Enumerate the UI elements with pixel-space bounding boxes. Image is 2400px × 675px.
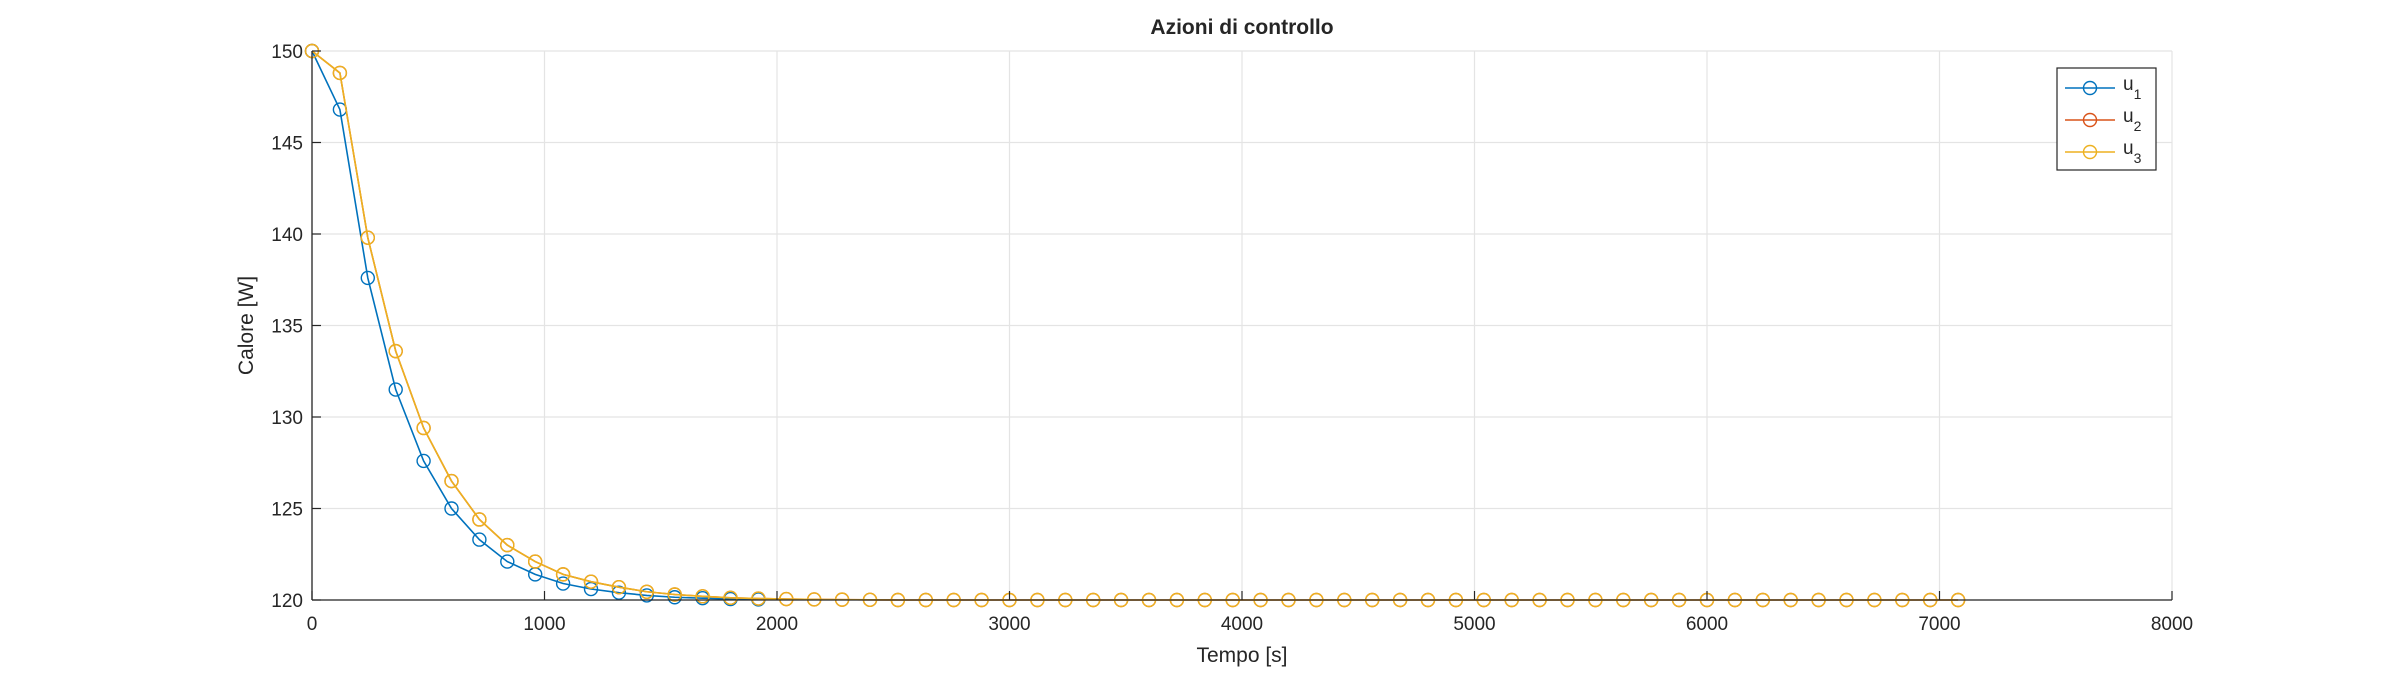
legend-box <box>2056 67 2157 171</box>
data-point <box>472 512 487 527</box>
data-point <box>416 453 431 469</box>
data-point <box>528 554 543 569</box>
y-tick-label: 120 <box>271 591 303 612</box>
x-tick-label: 6000 <box>1686 614 1728 635</box>
x-tick-label: 8000 <box>2151 614 2193 635</box>
x-tick-label: 1000 <box>523 614 565 635</box>
data-point <box>779 591 794 607</box>
legend-label: u2 <box>2123 106 2142 134</box>
data-point <box>444 501 459 516</box>
data-point <box>500 537 515 553</box>
data-point <box>639 584 654 599</box>
legend-marker <box>2082 80 2098 96</box>
legend-marker <box>2082 112 2098 128</box>
legend: u1 u2 u3 <box>2056 67 2157 171</box>
x-tick-label: 5000 <box>1453 614 1495 635</box>
data-point <box>444 473 459 489</box>
y-tick-label: 135 <box>271 317 303 338</box>
data-point <box>611 579 627 595</box>
axes <box>311 50 2173 601</box>
y-tick-label: 130 <box>271 408 303 429</box>
data-point <box>695 589 710 604</box>
x-tick-label: 0 <box>307 614 318 635</box>
y-tick-label: 125 <box>271 500 303 521</box>
y-tick-label: 145 <box>271 134 303 155</box>
data-point <box>639 588 654 603</box>
x-tick-label: 2000 <box>756 614 798 635</box>
y-tick-label: 140 <box>271 225 303 246</box>
data-point <box>416 420 431 436</box>
legend-item: u1 <box>2065 74 2142 102</box>
data-point <box>388 382 403 397</box>
x-tick-label: 3000 <box>988 614 1030 635</box>
data-point <box>611 585 627 600</box>
data-point <box>472 532 487 547</box>
y-axis-label: Calore [W] <box>235 276 258 375</box>
x-tick-label: 7000 <box>1918 614 1960 635</box>
data-point <box>388 343 403 359</box>
data-point <box>555 567 571 582</box>
series-line <box>311 50 759 601</box>
x-tick-label: 4000 <box>1221 614 1263 635</box>
data-point <box>360 270 375 286</box>
data-point <box>500 554 515 569</box>
legend-label: u3 <box>2123 138 2142 166</box>
data-point <box>555 576 571 591</box>
data-point <box>583 574 599 589</box>
data-point <box>723 590 738 606</box>
x-axis-label: Tempo [s] <box>1196 644 1287 667</box>
data-point <box>583 581 599 597</box>
legend-item: u2 <box>2065 106 2142 134</box>
grid-lines <box>311 50 2173 601</box>
data-point <box>667 587 682 602</box>
data-point <box>360 230 375 245</box>
tick-labels: 0 1000 2000 3000 4000 5000 6000 7000 8000 120 125 1… <box>271 42 2193 635</box>
y-tick-label: 150 <box>271 42 303 63</box>
data-point <box>332 65 348 81</box>
legend-marker <box>2082 144 2098 160</box>
legend-item: u3 <box>2065 138 2142 166</box>
chart-title: Azioni di controllo <box>1150 16 1333 39</box>
legend-label: u1 <box>2123 74 2142 102</box>
data-point <box>751 591 766 606</box>
